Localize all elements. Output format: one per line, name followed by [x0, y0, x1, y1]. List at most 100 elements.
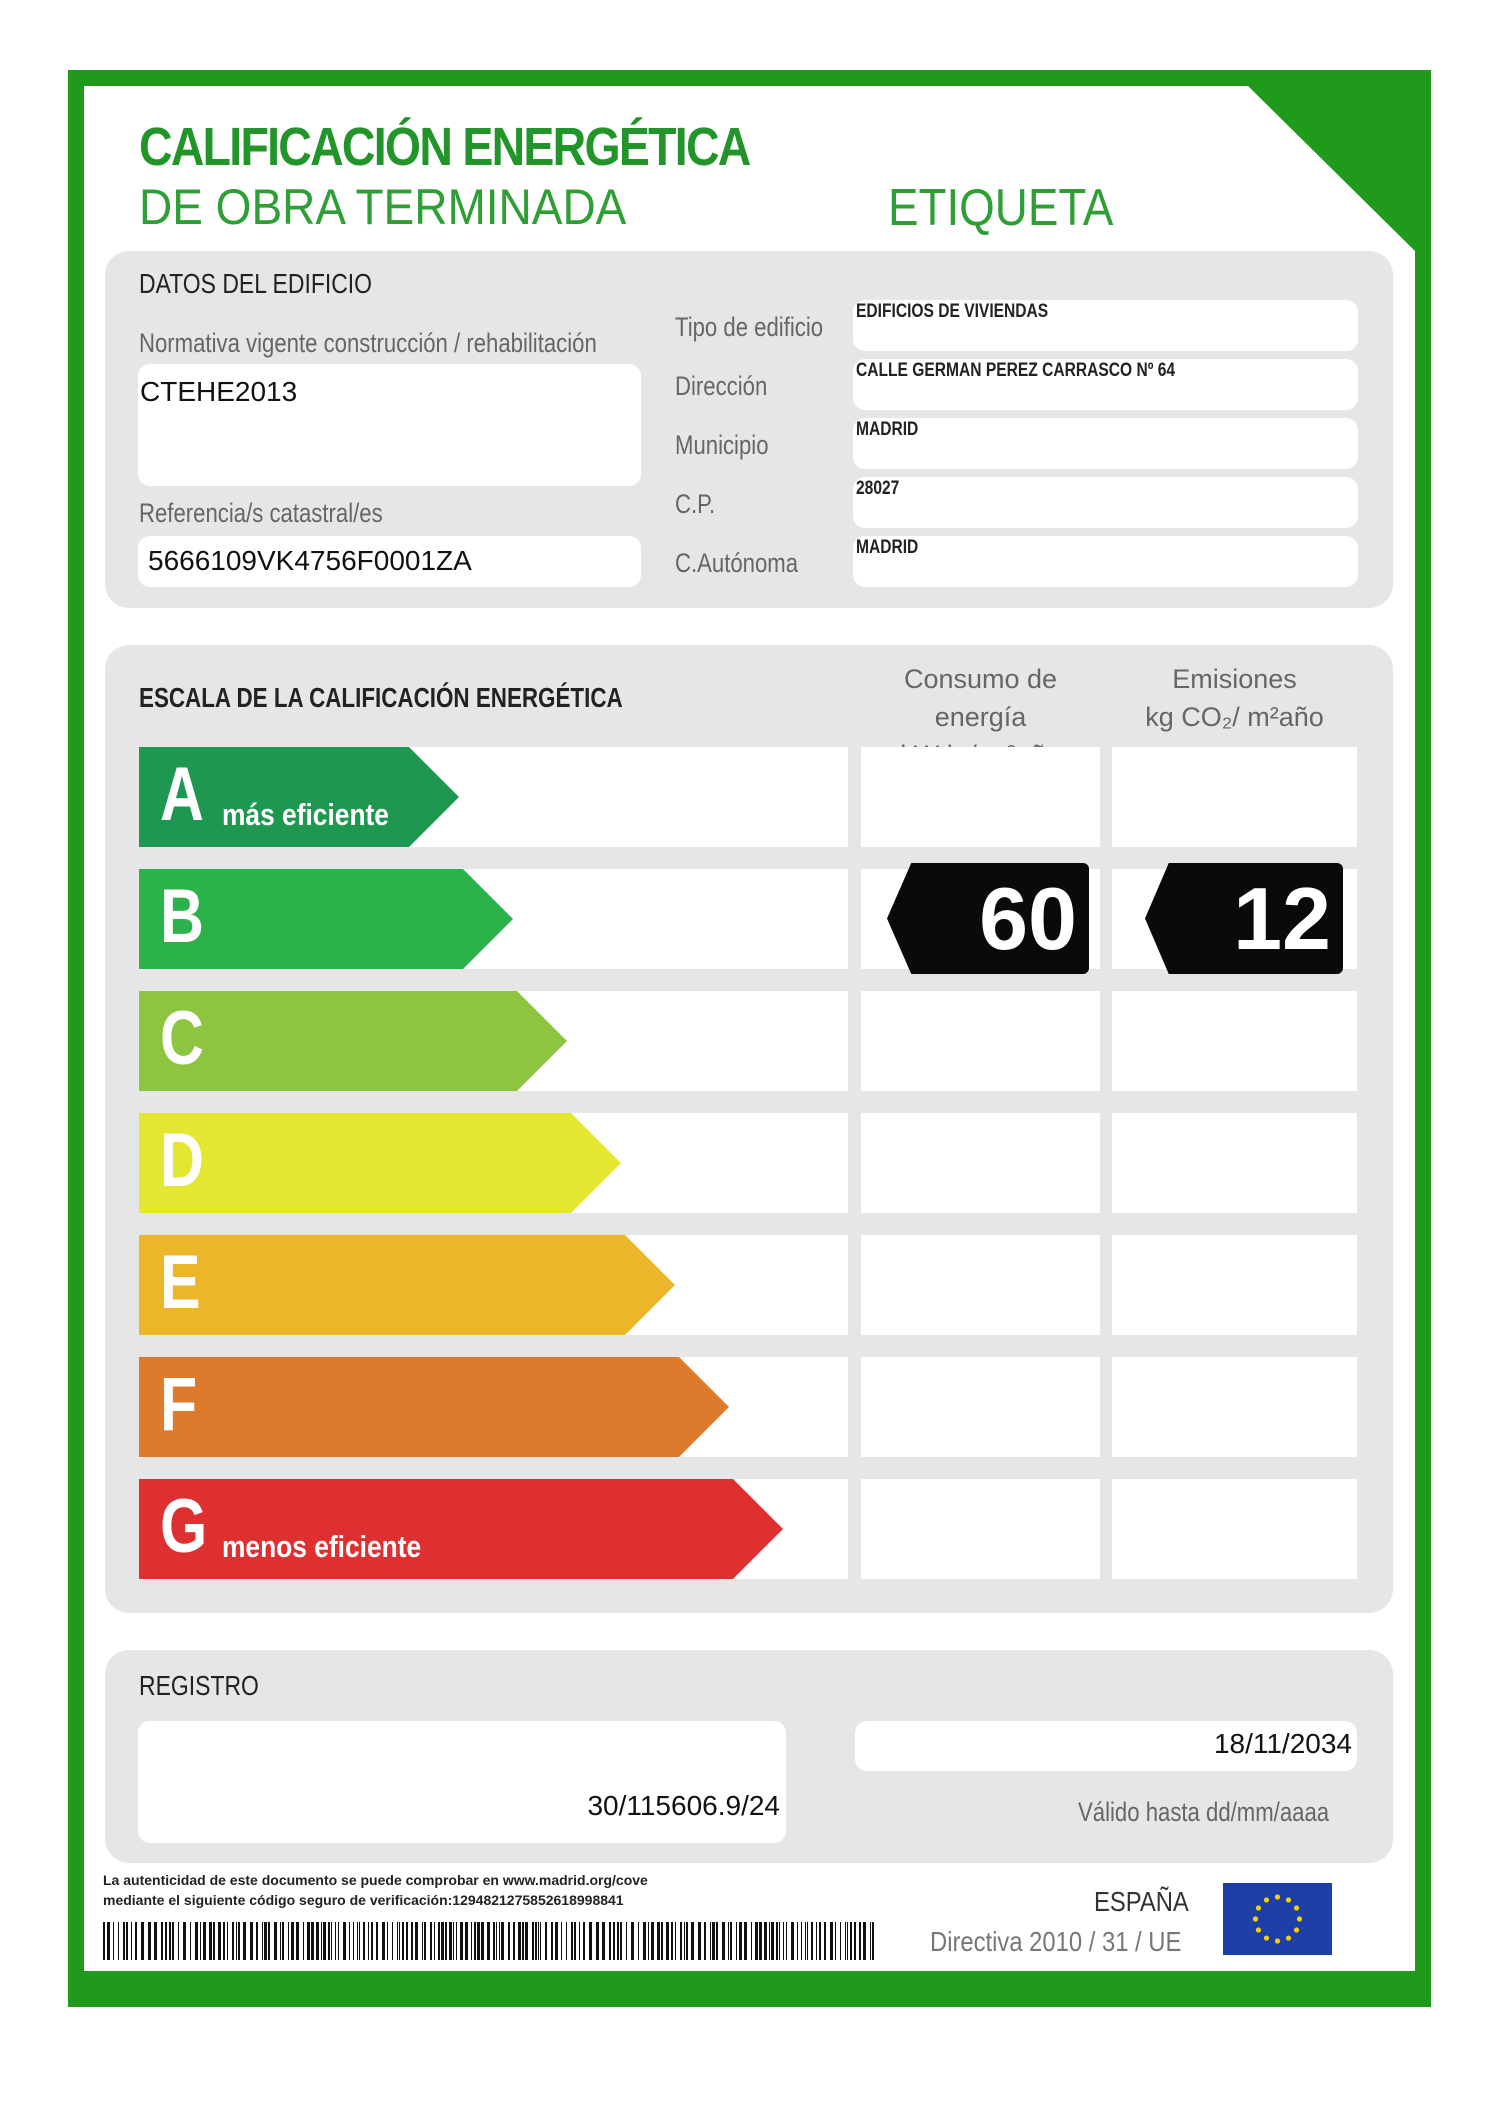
- barcode-bar: [118, 1922, 119, 1960]
- barcode-bar: [525, 1922, 528, 1960]
- barcode-bar: [535, 1922, 537, 1960]
- barcode-bar: [165, 1922, 167, 1960]
- barcode-bar: [816, 1922, 817, 1960]
- barcode-bar: [280, 1922, 281, 1960]
- barcode-bar: [424, 1922, 426, 1960]
- barcode-bar: [438, 1922, 440, 1960]
- barcode-bar: [786, 1922, 787, 1960]
- rating-arrow-c: [139, 991, 567, 1091]
- barcode-bar: [236, 1922, 237, 1960]
- eu-star: [1296, 1916, 1303, 1922]
- barcode-bar: [481, 1922, 484, 1960]
- barcode-bar: [474, 1922, 476, 1960]
- barcode-bar: [596, 1922, 599, 1960]
- barcode-bar: [797, 1922, 798, 1960]
- normativa-field: [138, 364, 641, 486]
- valid-until-value: 18/11/2034: [1213, 1728, 1352, 1759]
- barcode-bar: [430, 1922, 432, 1960]
- barcode-bar: [288, 1922, 289, 1960]
- consumption-cell: [861, 1479, 1100, 1579]
- emissions-unit: kg CO₂/ m²año: [1145, 702, 1324, 732]
- barcode-bar: [323, 1922, 326, 1960]
- barcode-bar: [154, 1922, 157, 1960]
- title-main: CALIFICACIÓN ENERGÉTICA: [139, 117, 751, 177]
- barcode-bar: [103, 1922, 105, 1960]
- eu-star: [1263, 1935, 1270, 1941]
- label-etiqueta: ETIQUETA: [888, 179, 1114, 237]
- barcode-bar: [123, 1922, 125, 1960]
- field-label: Dirección: [675, 371, 768, 401]
- emissions-cell: [1112, 1479, 1357, 1579]
- emissions-cell: [1112, 991, 1357, 1091]
- barcode-bar: [335, 1922, 336, 1960]
- consumption-badge: 60: [887, 863, 1089, 974]
- rating-letter: B: [160, 874, 204, 959]
- barcode-bar: [227, 1922, 228, 1960]
- barcode-bar: [328, 1922, 330, 1960]
- barcode-bar: [538, 1922, 539, 1960]
- barcode-bar: [651, 1922, 654, 1960]
- barcode-bar: [471, 1922, 472, 1960]
- barcode-bar: [493, 1922, 495, 1960]
- barcode-bar: [845, 1922, 846, 1960]
- barcode-bar: [771, 1922, 774, 1960]
- emissions-cell: [1112, 1235, 1357, 1335]
- barcode-bar: [411, 1922, 413, 1960]
- barcode-bar: [311, 1922, 314, 1960]
- field-box: [853, 477, 1358, 528]
- barcode-bar: [579, 1922, 580, 1960]
- consumption-cell: [861, 991, 1100, 1091]
- barcode-bar: [183, 1922, 186, 1960]
- barcode-bar: [460, 1922, 463, 1960]
- barcode-bar: [250, 1922, 253, 1960]
- barcode-bar: [830, 1922, 833, 1960]
- barcode-bar: [638, 1922, 639, 1960]
- barcode-bar: [218, 1922, 221, 1960]
- barcode-bar: [316, 1922, 319, 1960]
- rating-arrow-b: [139, 869, 513, 969]
- barcode-bar: [262, 1922, 263, 1960]
- barcode-bar: [353, 1922, 354, 1960]
- barcode-bar: [148, 1922, 151, 1960]
- field-value: 28027: [856, 478, 900, 499]
- barcode-bar: [805, 1922, 806, 1960]
- rating-letter: G: [160, 1484, 208, 1569]
- emissions-cell: [1112, 747, 1357, 847]
- referencia-field: [138, 536, 641, 587]
- barcode-bar: [465, 1922, 468, 1960]
- barcode-bar: [620, 1922, 622, 1960]
- scale-section-title: ESCALA DE LA CALIFICACIÓN ENERGÉTICA: [139, 682, 623, 713]
- barcode-bar: [617, 1922, 619, 1960]
- referencia-label: Referencia/s catastral/es: [139, 498, 383, 528]
- barcode-bar: [840, 1922, 841, 1960]
- barcode-bar: [759, 1922, 762, 1960]
- field-value: MADRID: [856, 419, 919, 440]
- eu-star: [1293, 1927, 1300, 1933]
- barcode-bar: [755, 1922, 758, 1960]
- barcode-bar: [296, 1922, 299, 1960]
- field-value: MADRID: [856, 537, 919, 558]
- barcode-bar: [666, 1922, 669, 1960]
- barcode-bar: [783, 1922, 784, 1960]
- barcode-bar: [671, 1922, 673, 1960]
- barcode-bar: [684, 1922, 685, 1960]
- barcode-bar: [819, 1922, 821, 1960]
- barcode-bar: [291, 1922, 294, 1960]
- barcode-bar: [321, 1922, 322, 1960]
- barcode-bar: [540, 1922, 541, 1960]
- rating-letter: D: [160, 1118, 204, 1203]
- barcode-bar: [574, 1922, 576, 1960]
- field-box: [853, 536, 1358, 587]
- title-sub: DE OBRA TERMINADA: [139, 179, 627, 235]
- emissions-cell: [1112, 1357, 1357, 1457]
- barcode-bar: [382, 1922, 385, 1960]
- barcode-bar: [445, 1922, 447, 1960]
- field-label: Municipio: [675, 430, 769, 460]
- auth-text-line2: mediante el siguiente código seguro de v…: [103, 1892, 624, 1908]
- barcode-bar: [397, 1922, 398, 1960]
- barcode-bar: [282, 1922, 284, 1960]
- barcode-bar: [477, 1922, 480, 1960]
- barcode-bar: [518, 1922, 521, 1960]
- barcode-bar: [387, 1922, 388, 1960]
- barcode-bar: [631, 1922, 634, 1960]
